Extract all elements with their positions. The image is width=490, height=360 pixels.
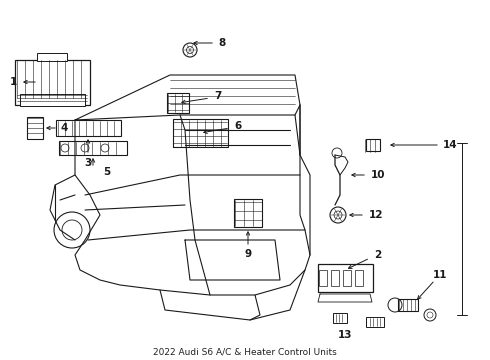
Bar [318, 264, 372, 292]
Bar [172, 119, 227, 147]
Bar [167, 93, 189, 113]
Bar [343, 270, 351, 286]
Text: 3: 3 [84, 158, 92, 168]
Bar [20, 94, 84, 106]
Text: 7: 7 [214, 91, 221, 101]
Text: 11: 11 [433, 270, 447, 280]
Bar [331, 270, 339, 286]
Text: 14: 14 [442, 140, 457, 150]
Text: 6: 6 [234, 121, 242, 131]
Text: 9: 9 [245, 249, 251, 259]
Bar [398, 299, 418, 311]
Bar [15, 59, 90, 104]
Text: 10: 10 [371, 170, 385, 180]
Text: 2: 2 [374, 250, 382, 260]
Bar [333, 313, 347, 323]
Bar [55, 120, 121, 136]
Text: 2022 Audi S6 A/C & Heater Control Units: 2022 Audi S6 A/C & Heater Control Units [153, 347, 337, 356]
Bar [366, 317, 384, 327]
Text: 1: 1 [9, 77, 17, 87]
Text: 5: 5 [103, 167, 111, 177]
Bar [319, 270, 327, 286]
Text: 8: 8 [219, 38, 225, 48]
Text: 12: 12 [369, 210, 383, 220]
Bar [27, 117, 43, 139]
Bar [37, 53, 67, 61]
Text: 4: 4 [60, 123, 68, 133]
Text: 13: 13 [338, 330, 352, 340]
Bar [59, 141, 127, 155]
Bar [366, 139, 380, 151]
Bar [355, 270, 363, 286]
Bar [234, 199, 262, 227]
